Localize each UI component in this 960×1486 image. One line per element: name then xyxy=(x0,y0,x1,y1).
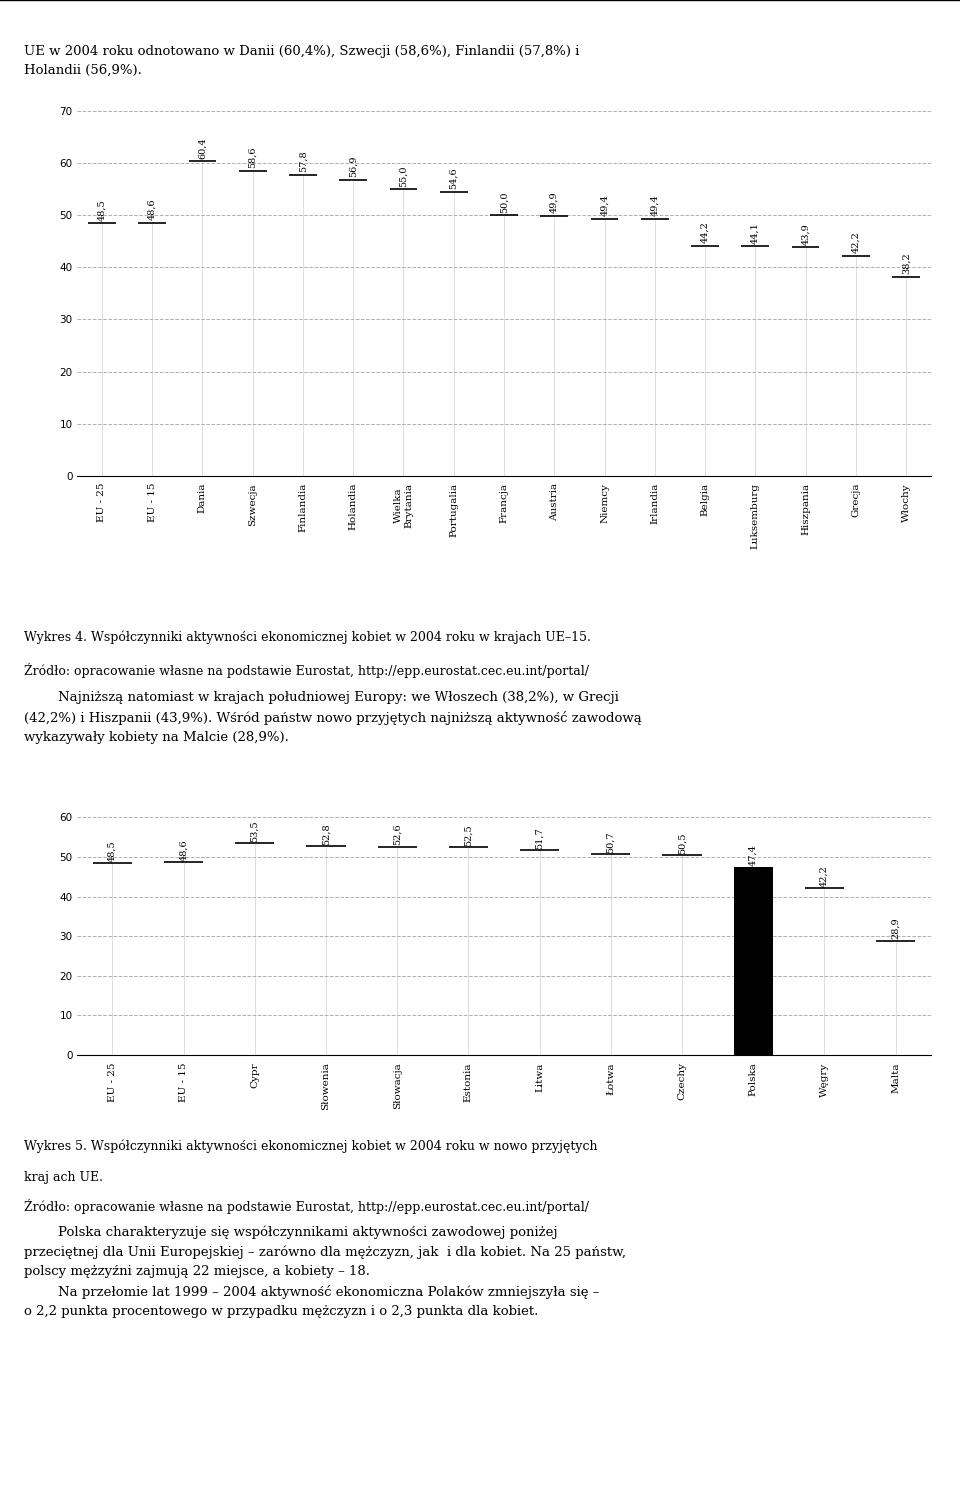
Text: Najniższą natomiast w krajach południowej Europy: we Włoszech (38,2%), w Grecji
: Najniższą natomiast w krajach południowe… xyxy=(24,691,641,743)
Text: Estonia: Estonia xyxy=(464,1062,473,1103)
Text: 38,2: 38,2 xyxy=(901,253,911,275)
Text: kraj ach UE.: kraj ach UE. xyxy=(24,1171,103,1184)
Text: EU - 25: EU - 25 xyxy=(108,1062,117,1103)
Bar xyxy=(733,868,773,1055)
Text: Portugalia: Portugalia xyxy=(449,483,458,536)
Text: Łotwa: Łotwa xyxy=(607,1062,615,1095)
Text: Wielka
Brytania: Wielka Brytania xyxy=(394,483,413,528)
Text: Cypr: Cypr xyxy=(251,1062,259,1088)
Text: 49,4: 49,4 xyxy=(600,195,609,215)
Text: Luksemburg: Luksemburg xyxy=(751,483,759,548)
Text: 55,0: 55,0 xyxy=(399,165,408,187)
Text: Węgry: Węgry xyxy=(820,1062,828,1097)
Text: 48,5: 48,5 xyxy=(97,199,107,221)
Text: 50,5: 50,5 xyxy=(678,832,686,854)
Text: 48,6: 48,6 xyxy=(180,840,188,862)
Text: 44,2: 44,2 xyxy=(701,221,709,244)
Text: Polska: Polska xyxy=(749,1062,757,1097)
Text: Francja: Francja xyxy=(499,483,509,523)
Text: Grecja: Grecja xyxy=(852,483,860,517)
Text: 53,5: 53,5 xyxy=(251,820,259,843)
Text: 50,7: 50,7 xyxy=(607,831,615,853)
Text: 57,8: 57,8 xyxy=(299,150,307,172)
Text: 49,4: 49,4 xyxy=(650,195,660,215)
Text: 54,6: 54,6 xyxy=(449,168,458,189)
Text: Litwa: Litwa xyxy=(535,1062,544,1092)
Text: Słowacja: Słowacja xyxy=(393,1062,401,1109)
Text: 52,5: 52,5 xyxy=(464,825,473,846)
Text: Holandia: Holandia xyxy=(348,483,358,531)
Text: 43,9: 43,9 xyxy=(801,223,810,245)
Text: 50,0: 50,0 xyxy=(499,192,509,212)
Text: 47,4: 47,4 xyxy=(749,844,757,866)
Text: 42,2: 42,2 xyxy=(820,865,828,887)
Text: 60,4: 60,4 xyxy=(198,137,207,159)
Text: Austria: Austria xyxy=(550,483,559,522)
Text: 51,7: 51,7 xyxy=(535,828,544,849)
Text: 44,1: 44,1 xyxy=(751,221,759,244)
Text: Malta: Malta xyxy=(891,1062,900,1094)
Text: 48,6: 48,6 xyxy=(148,199,156,220)
Text: 52,8: 52,8 xyxy=(322,823,330,844)
Text: Wykres 4. Współczynniki aktywności ekonomicznej kobiet w 2004 roku w krajach UE–: Wykres 4. Współczynniki aktywności ekono… xyxy=(24,630,590,643)
Text: Hiszpania: Hiszpania xyxy=(801,483,810,535)
Text: Wykres 5. Współczynniki aktywności ekonomicznej kobiet w 2004 roku w nowo przyję: Wykres 5. Współczynniki aktywności ekono… xyxy=(24,1140,597,1153)
Text: Włochy: Włochy xyxy=(901,483,911,522)
Text: UE w 2004 roku odnotowano w Danii (60,4%), Szwecji (58,6%), Finlandii (57,8%) i
: UE w 2004 roku odnotowano w Danii (60,4%… xyxy=(24,45,580,77)
Text: 52,6: 52,6 xyxy=(393,823,401,846)
Text: Źródło: opracowanie własne na podstawie Eurostat, http://epp.eurostat.cec.eu.int: Źródło: opracowanie własne na podstawie … xyxy=(24,1199,589,1214)
Text: Szwecja: Szwecja xyxy=(249,483,257,526)
Text: Dania: Dania xyxy=(198,483,207,514)
Text: Źródło: opracowanie własne na podstawie Eurostat, http://epp.eurostat.cec.eu.int: Źródło: opracowanie własne na podstawie … xyxy=(24,663,589,678)
Text: 49,9: 49,9 xyxy=(550,192,559,214)
Text: EU - 25: EU - 25 xyxy=(97,483,107,523)
Text: Belgia: Belgia xyxy=(701,483,709,516)
Text: EU - 15: EU - 15 xyxy=(148,483,156,523)
Text: 56,9: 56,9 xyxy=(348,156,358,177)
Text: 42,2: 42,2 xyxy=(852,232,860,254)
Text: Irlandia: Irlandia xyxy=(650,483,660,525)
Text: Finlandia: Finlandia xyxy=(299,483,307,532)
Text: Niemcy: Niemcy xyxy=(600,483,609,523)
Text: EU - 15: EU - 15 xyxy=(180,1062,188,1103)
Text: Polska charakteryzuje się współczynnikami aktywności zawodowej poniżej
przeciętn: Polska charakteryzuje się współczynnikam… xyxy=(24,1226,626,1318)
Text: Słowenia: Słowenia xyxy=(322,1062,330,1110)
Text: 48,5: 48,5 xyxy=(108,840,117,862)
Text: 28,9: 28,9 xyxy=(891,918,900,939)
Text: 58,6: 58,6 xyxy=(249,147,257,168)
Text: Czechy: Czechy xyxy=(678,1062,686,1101)
